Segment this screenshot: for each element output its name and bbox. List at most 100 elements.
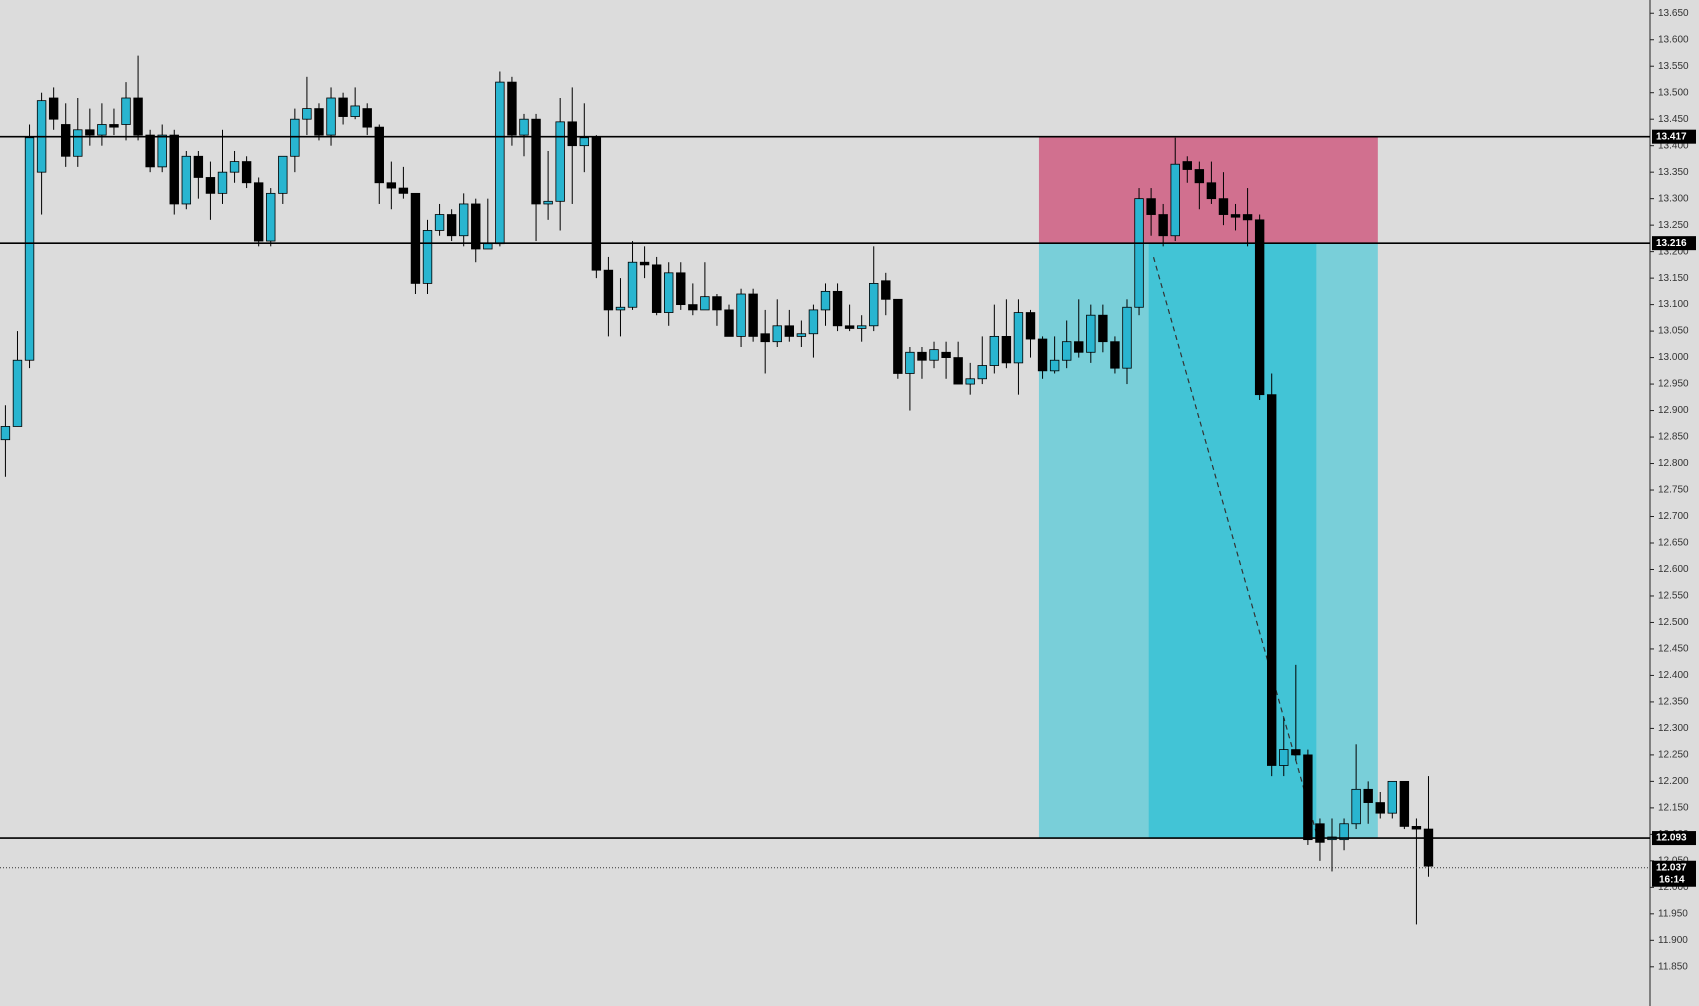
candle-body xyxy=(229,161,240,173)
candle-body xyxy=(700,296,710,311)
candle-body xyxy=(688,304,698,311)
candle-body xyxy=(266,192,276,242)
candle-body xyxy=(1387,780,1398,814)
candle-body xyxy=(1049,359,1060,372)
candle-body xyxy=(1339,823,1349,841)
level-label: 13.417 xyxy=(1656,131,1687,142)
candle-body xyxy=(145,134,155,168)
candle-body xyxy=(121,97,131,125)
y-tick-label: 12.500 xyxy=(1658,617,1689,628)
candle-body xyxy=(193,155,204,178)
candle-body xyxy=(519,118,529,136)
last-price-label: 12.037 xyxy=(1656,862,1687,873)
candle-body xyxy=(1182,161,1192,170)
candle-body xyxy=(820,290,831,311)
candle-body xyxy=(1254,219,1265,396)
y-tick-label: 12.000 xyxy=(1658,882,1689,893)
candle-body xyxy=(784,325,795,337)
candle-body xyxy=(869,283,879,327)
candle-body xyxy=(1423,828,1434,867)
y-tick-label: 12.900 xyxy=(1658,405,1689,416)
candle-body xyxy=(808,309,819,335)
candle-body xyxy=(1098,314,1108,343)
candle-body xyxy=(615,306,626,311)
candle-body xyxy=(278,155,288,194)
candle-body xyxy=(1291,749,1301,756)
y-tick-label: 13.100 xyxy=(1658,299,1689,310)
y-tick-label: 13.450 xyxy=(1658,114,1689,125)
y-tick-label: 12.800 xyxy=(1658,458,1689,469)
candle-body xyxy=(253,182,264,242)
candle-body xyxy=(386,182,397,189)
candle-body xyxy=(712,296,722,311)
candle-body xyxy=(1363,788,1373,803)
y-tick-label: 11.850 xyxy=(1658,961,1688,972)
candle-body xyxy=(1351,788,1361,825)
candle-body xyxy=(1061,341,1072,361)
y-tick-label: 12.550 xyxy=(1658,591,1689,602)
candle-body xyxy=(1218,198,1229,215)
y-tick-label: 12.650 xyxy=(1658,538,1689,549)
candle-body xyxy=(24,137,35,361)
candle-body xyxy=(965,378,975,385)
candle-body xyxy=(953,357,963,385)
y-tick-label: 13.550 xyxy=(1658,61,1689,72)
candle-body xyxy=(1146,198,1156,215)
candle-body xyxy=(1206,182,1217,200)
candle-body xyxy=(326,97,336,136)
candle-body xyxy=(133,97,143,136)
candle-body xyxy=(941,351,951,358)
candle-body xyxy=(12,359,23,427)
level-label: 12.093 xyxy=(1656,833,1687,844)
y-tick-label: 13.350 xyxy=(1658,167,1689,178)
candle-body xyxy=(1242,214,1253,221)
candle-body xyxy=(567,121,577,147)
last-price-box xyxy=(1652,860,1696,887)
candle-body xyxy=(627,261,638,308)
candle-body xyxy=(495,81,505,245)
target-zone-active xyxy=(1148,243,1317,839)
candle-body xyxy=(555,121,565,202)
candle-body xyxy=(1399,780,1410,827)
candle-body xyxy=(434,214,445,231)
y-tick-label: 11.950 xyxy=(1658,908,1688,919)
candle-body xyxy=(362,108,372,128)
candle-body xyxy=(350,105,360,117)
y-tick-label: 13.000 xyxy=(1658,352,1689,363)
y-tick-label: 12.150 xyxy=(1658,803,1689,814)
candle-body xyxy=(796,333,807,337)
candle-body xyxy=(1158,214,1168,237)
candle-body xyxy=(748,293,758,337)
candle-body xyxy=(1122,306,1132,369)
y-tick-label: 12.950 xyxy=(1658,379,1689,390)
y-tick-label: 13.050 xyxy=(1658,326,1689,337)
candle-body xyxy=(1037,338,1048,372)
candle-body xyxy=(664,272,674,313)
countdown-label: 16:14 xyxy=(1659,874,1685,885)
y-tick-label: 12.600 xyxy=(1658,564,1689,575)
candle-body xyxy=(338,97,348,117)
candle-body xyxy=(977,365,987,380)
y-tick-label: 12.850 xyxy=(1658,432,1689,443)
candle-body xyxy=(1375,802,1385,814)
candle-body xyxy=(736,293,746,337)
candle-body xyxy=(591,137,602,271)
candle-body xyxy=(579,137,589,147)
candle-body xyxy=(458,203,469,237)
y-tick-label: 12.450 xyxy=(1658,644,1689,655)
candle-body xyxy=(1315,823,1325,843)
candle-body xyxy=(1086,314,1096,353)
candle-body xyxy=(1170,163,1180,237)
candle-body xyxy=(1134,198,1144,308)
y-tick-label: 13.400 xyxy=(1658,140,1689,151)
candle-body xyxy=(1279,749,1289,766)
y-tick-label: 12.750 xyxy=(1658,485,1689,496)
candle-body xyxy=(314,108,324,136)
candle-body xyxy=(1194,169,1205,184)
candle-body xyxy=(1074,341,1084,353)
candle-body xyxy=(856,325,867,329)
candle-body xyxy=(676,272,686,306)
